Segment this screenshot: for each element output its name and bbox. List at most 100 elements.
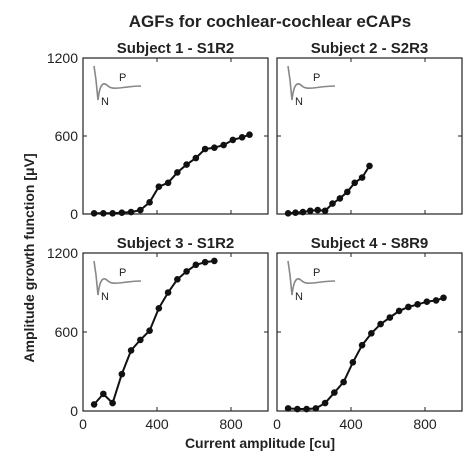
inset-waveform [93,65,142,101]
series-line [288,296,444,410]
data-point [284,210,292,217]
data-point [174,169,181,176]
data-point [211,144,218,151]
inset-peak-label: P [313,72,320,84]
data-point [192,261,200,269]
inset-peak-label: P [119,267,126,279]
inset-trough-label: N [295,291,303,303]
data-point [423,298,431,306]
panel-4: Subject 4 - S8R9 0 400 800 PN [273,235,463,432]
inset-trough-label: N [295,96,303,108]
x-tick-label: 400 [145,416,169,432]
data-point [118,370,126,378]
data-point [366,162,373,170]
data-point [386,314,394,321]
data-point [440,294,447,302]
data-point [314,206,322,214]
inset-peak-label: P [119,72,126,84]
data-point [220,141,227,149]
data-point [146,327,153,334]
data-point [432,297,440,304]
data-point [336,195,344,202]
data-point [109,399,116,407]
data-point [351,179,359,187]
x-axis-label: Current amplitude [cu] [185,435,335,451]
data-point [395,307,403,315]
panel-title: Subject 3 - S1R2 [117,235,235,252]
data-point [349,358,357,366]
panel-3: Subject 3 - S1R2 0 400 800 0 600 1200 PN [47,235,269,432]
data-point [377,320,384,328]
data-point [109,210,116,217]
panel-title: Subject 4 - S8R9 [311,235,429,252]
x-tick-label: 800 [219,416,243,432]
data-point [164,289,172,296]
data-point [164,179,172,187]
data-point [155,305,163,312]
data-point [321,207,329,215]
panel-2: Subject 2 - S2R3 PN [276,40,463,217]
data-point [137,336,144,344]
panel-title: Subject 2 - S2R3 [311,40,429,57]
data-point [303,405,310,413]
data-point [292,209,299,216]
data-point [340,378,347,386]
inset-waveform [287,260,336,296]
x-tick-label: 800 [413,416,437,432]
inset-waveform [287,65,336,101]
data-point [329,200,336,207]
y-tick-label: 1200 [47,50,78,66]
data-point [368,330,375,337]
inset-trough-label: N [101,291,109,303]
data-point [127,208,135,216]
data-point [183,161,190,168]
data-point [344,188,351,196]
data-point [299,208,307,216]
data-point [238,134,246,141]
data-point [90,401,98,408]
data-point [127,347,135,354]
data-point [331,389,338,396]
x-tick-label: 0 [273,416,281,432]
data-point [100,390,107,398]
x-tick-label: 400 [339,416,363,432]
figure-title: AGFs for cochlear-cochlear eCAPs [129,12,411,31]
panel-1: Subject 1 - S1R2 0 600 1200 PN [47,40,269,222]
data-point [137,206,144,214]
data-point [100,210,107,217]
inset-peak-label: P [313,267,320,279]
data-point [90,210,98,217]
data-point [155,183,163,190]
data-point [229,136,237,144]
data-point [294,405,301,413]
data-point [118,209,126,216]
x-tick-label: 0 [79,416,87,432]
data-point [183,268,190,275]
data-point [414,301,421,308]
data-point [201,145,209,153]
data-point [146,199,153,206]
data-point [312,405,320,412]
data-point [211,257,218,265]
y-tick-label: 600 [55,324,79,340]
y-tick-label: 1200 [47,245,78,261]
panel-frame [276,57,463,215]
data-point [201,258,209,266]
data-point [174,276,181,283]
panel-title: Subject 1 - S1R2 [117,40,235,57]
data-point [307,207,314,215]
data-point [405,303,412,311]
inset-trough-label: N [101,96,109,108]
data-point [321,399,329,407]
data-point [358,341,366,349]
y-tick-label: 600 [55,128,79,144]
data-point [358,174,366,181]
y-axis-label: Amplitude growth function [μV] [21,153,37,362]
data-point [284,405,292,412]
y-tick-label: 0 [70,403,78,419]
inset-waveform [93,260,142,296]
series-line [288,165,371,215]
data-point [246,131,253,138]
